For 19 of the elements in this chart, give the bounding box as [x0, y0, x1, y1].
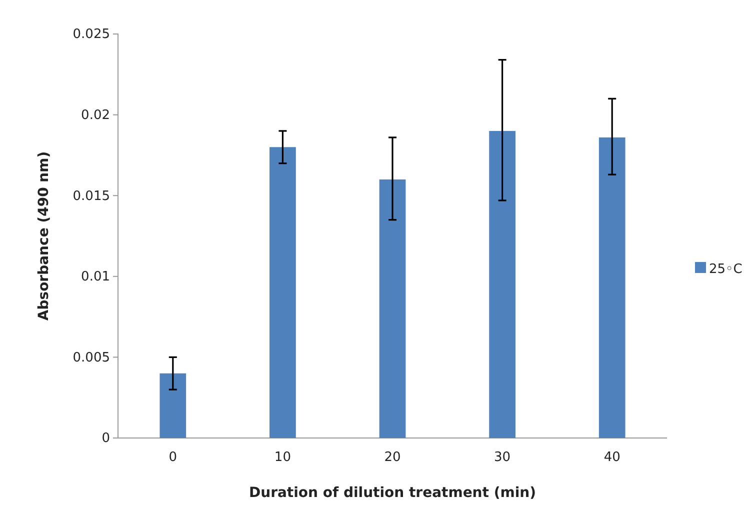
x-tick-label: 30 — [494, 450, 511, 466]
x-tick-label: 0 — [168, 450, 178, 466]
x-tick-label: 20 — [384, 450, 401, 466]
y-tick-label: 0.005 — [72, 350, 110, 366]
y-axis-title: Absorbance (490 nm) — [36, 151, 52, 321]
y-tick-label: 0.025 — [72, 27, 110, 42]
x-tick-label: 10 — [274, 450, 291, 466]
bar — [270, 147, 296, 438]
x-axis-title: Duration of dilution treatment (min) — [248, 485, 536, 501]
y-tick-label: 0.02 — [81, 108, 110, 123]
y-tick-label: 0.01 — [81, 270, 110, 285]
bar — [598, 137, 626, 438]
y-tick-label: 0 — [102, 431, 110, 446]
bar — [160, 373, 186, 438]
bar — [489, 130, 516, 438]
x-tick-label: 40 — [604, 450, 620, 466]
bar — [379, 179, 406, 438]
legend-label: 25◦C — [709, 262, 742, 277]
y-tick-label: 0.015 — [72, 188, 110, 204]
